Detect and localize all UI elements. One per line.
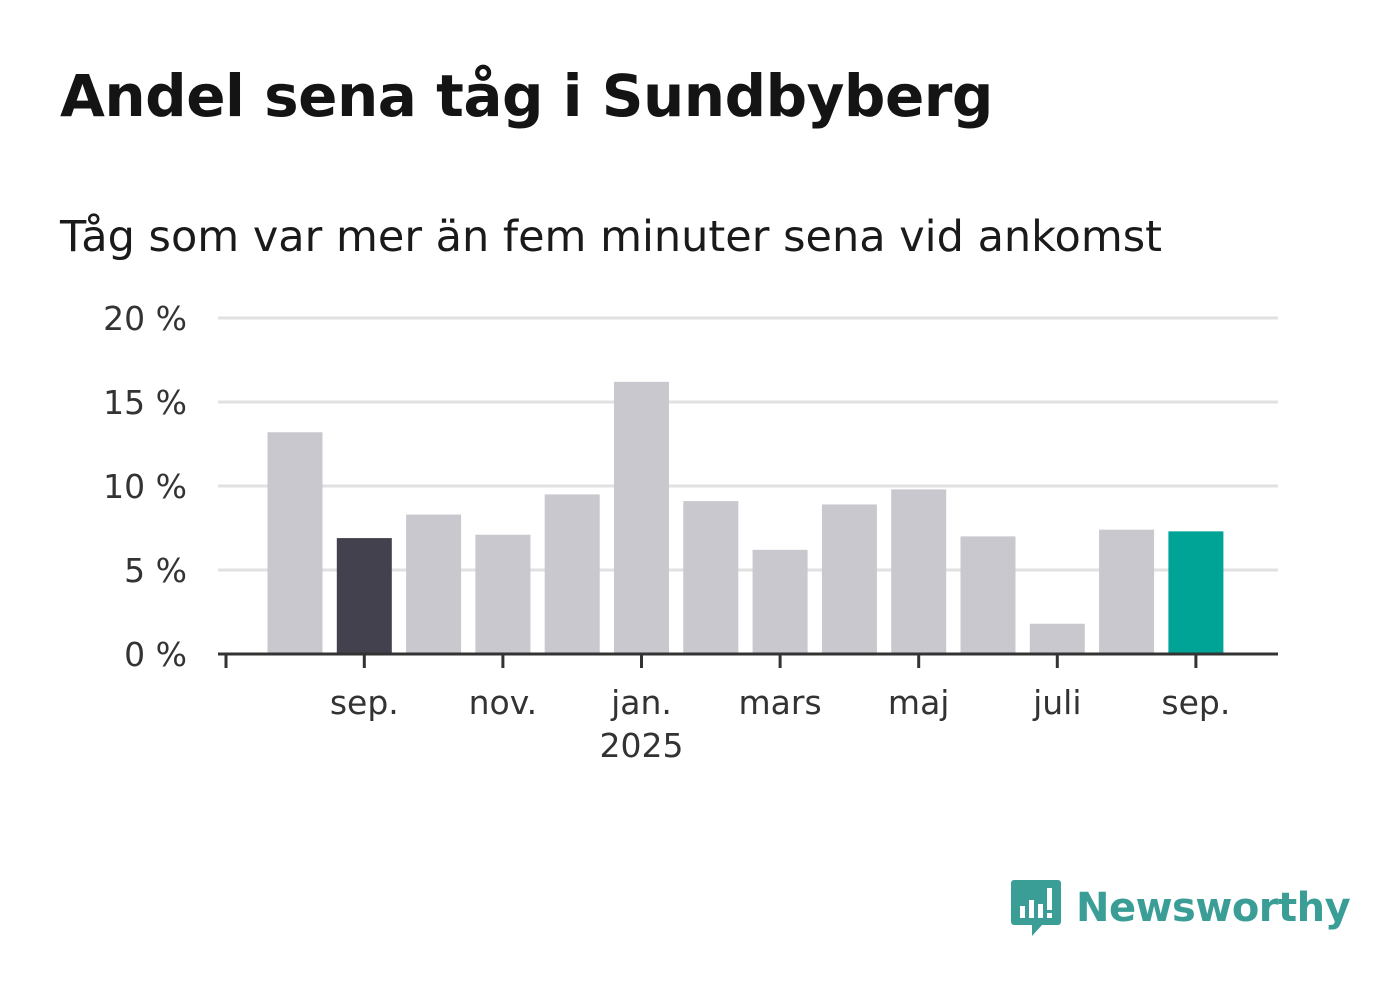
bar-2025-01: 2025-01: 16.2 % <box>614 381 669 654</box>
y-tick-label: 0 % <box>124 635 187 674</box>
y-tick-label: 10 % <box>103 467 187 506</box>
y-tick-label: 20 % <box>103 299 187 338</box>
x-tick-label: jan. <box>610 683 672 722</box>
y-tick-label: 5 % <box>124 551 187 590</box>
x-tick-label: nov. <box>469 683 538 722</box>
bar-2025-09: 2025-09: 7.3 % <box>1168 531 1224 654</box>
chart-title: Andel sena tåg i Sundbyberg <box>60 62 993 130</box>
x-tick-label: juli <box>1032 683 1081 722</box>
bar-2024-08: 2024-08: 13.2 % <box>267 432 323 654</box>
bar-2025-08: 2025-08: 7.4 % <box>1099 529 1155 654</box>
brand-name: Newsworthy <box>1076 885 1351 931</box>
bar-2025-04: 2025-04: 8.9 % <box>821 504 877 654</box>
bar-2025-07: 2025-07: 1.8 % <box>1029 623 1085 654</box>
y-tick-label: 15 % <box>103 383 187 422</box>
x-tick-year-label: 2025 <box>600 726 684 765</box>
bar-2025-03: 2025-03: 6.2 % <box>752 549 808 654</box>
bar-2024-12: 2024-12: 9.5 % <box>544 494 600 654</box>
bar-2025-05: 2025-05: 9.8 % <box>891 489 947 654</box>
newsworthy-logo-icon <box>1011 880 1061 936</box>
bar-2025-06: 2025-06: 7 % <box>960 536 1016 654</box>
x-tick-label: sep. <box>330 683 399 722</box>
brand-logo: Newsworthy <box>1010 878 1351 938</box>
bar-2024-10: 2024-10: 8.3 % <box>406 514 462 654</box>
x-tick-label: mars <box>739 683 822 722</box>
x-tick-label: maj <box>888 683 950 722</box>
x-tick-label: sep. <box>1161 683 1230 722</box>
bar-2024-11: 2024-11: 7.1 % <box>475 534 531 654</box>
bar-2024-09: 2024-09: 6.9 % <box>336 538 392 654</box>
chart-subtitle: Tåg som var mer än fem minuter sena vid … <box>60 212 1163 262</box>
bar-2025-02: 2025-02: 9.1 % <box>683 501 739 654</box>
